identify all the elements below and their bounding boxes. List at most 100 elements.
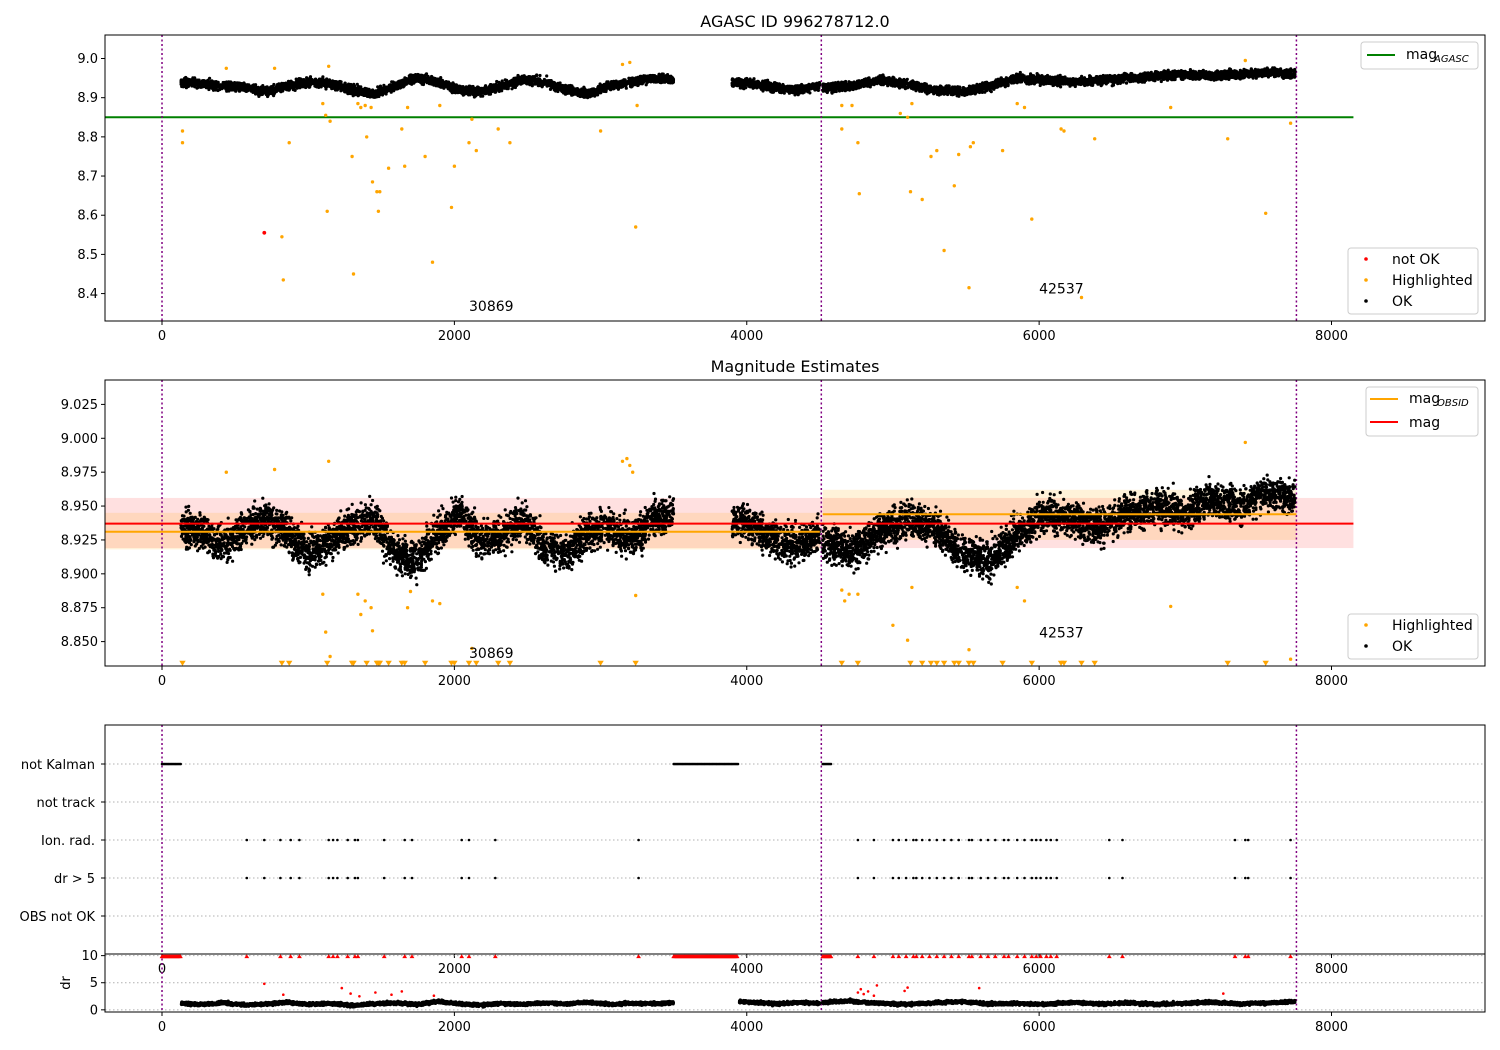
ok-point (426, 78, 430, 82)
ok-point (321, 83, 325, 87)
ok-point (645, 75, 649, 79)
ok-point (636, 79, 641, 83)
ok-point (761, 84, 765, 89)
ok-point (602, 89, 606, 93)
ok-point (817, 86, 821, 90)
ok-point (640, 79, 645, 83)
ok-point (814, 88, 818, 92)
ok-point (318, 77, 322, 81)
ok-point (514, 79, 518, 83)
ok-point (378, 90, 382, 94)
ok-point (461, 90, 465, 94)
ok-point (254, 83, 258, 87)
x-tick-label: 8000 (1315, 329, 1348, 344)
ok-point (359, 91, 363, 95)
ok-point (389, 90, 393, 94)
ok-point (814, 82, 818, 87)
ok-point (751, 84, 755, 88)
ok-point (269, 85, 273, 89)
ok-point (459, 86, 464, 90)
ok-point (422, 76, 426, 80)
ok-point (744, 80, 748, 84)
ok-point (500, 79, 504, 83)
ok-point (661, 74, 665, 78)
ok-point (469, 87, 473, 91)
ok-point (564, 88, 568, 92)
ok-point (407, 79, 411, 83)
ok-point (350, 84, 355, 88)
ok-point (200, 81, 204, 85)
ok-point (212, 81, 216, 85)
ok-point (390, 80, 394, 84)
ok-point (434, 82, 438, 86)
ok-point (206, 83, 210, 88)
ok-point (622, 80, 627, 84)
ok-point (420, 81, 424, 85)
ok-point (581, 94, 585, 98)
ok-point (650, 75, 654, 79)
ok-point (646, 78, 651, 82)
ok-point (495, 79, 499, 84)
ok-point (326, 83, 330, 87)
ok-point (363, 90, 367, 94)
ok-point (306, 80, 310, 84)
ok-point (312, 81, 317, 85)
ok-point (247, 88, 251, 92)
ok-point (538, 73, 542, 78)
ok-point (484, 88, 488, 92)
ok-point (583, 88, 587, 92)
ok-point (554, 87, 558, 91)
ok-point (304, 83, 308, 87)
y-tick-label: 8.7 (77, 170, 98, 185)
ok-point (256, 92, 260, 97)
ok-point (621, 83, 625, 87)
ok-point (666, 77, 671, 82)
ok-point (523, 75, 527, 79)
ok-point (233, 84, 237, 88)
ok-point (333, 80, 337, 84)
ok-point (748, 84, 752, 88)
ok-point (568, 89, 572, 93)
ok-point (494, 82, 498, 86)
ok-point (382, 89, 386, 93)
ok-point (246, 85, 250, 89)
ok-point (180, 80, 184, 84)
y-tick-label: 8.8 (77, 130, 98, 145)
y-tick-label: 8.9 (77, 91, 98, 106)
ok-point (374, 94, 378, 98)
ok-point (436, 78, 440, 82)
x-tick-label: 4000 (730, 329, 763, 344)
ok-point (479, 86, 483, 91)
ok-point (466, 91, 470, 96)
x-tick-label: 0 (158, 329, 166, 344)
ok-point (253, 92, 258, 96)
y-tick-label: 8.5 (77, 248, 98, 263)
ok-point (387, 85, 391, 89)
ok-point (452, 90, 456, 94)
ok-point (321, 75, 325, 79)
ok-point (783, 85, 788, 89)
ok-point (250, 85, 254, 89)
x-tick-label: 2000 (438, 329, 471, 344)
ok-point (308, 75, 313, 79)
ok-point (343, 85, 347, 89)
ok-point (409, 80, 413, 84)
ok-point (488, 92, 493, 96)
ok-point (209, 83, 213, 87)
y-tick-label: 8.6 (77, 209, 98, 224)
ok-point (493, 90, 497, 94)
ok-point (235, 81, 239, 85)
ok-point (777, 82, 781, 86)
ok-point (191, 76, 195, 80)
ok-point (268, 91, 272, 95)
ok-point (369, 89, 373, 93)
ok-point (511, 84, 515, 88)
ok-point (533, 74, 537, 78)
ok-point (351, 92, 355, 96)
ok-point (262, 87, 266, 91)
ok-point (742, 87, 746, 91)
ok-point (489, 85, 494, 89)
ok-point (284, 87, 288, 91)
ok-point (734, 83, 738, 87)
ok-point (188, 80, 193, 84)
